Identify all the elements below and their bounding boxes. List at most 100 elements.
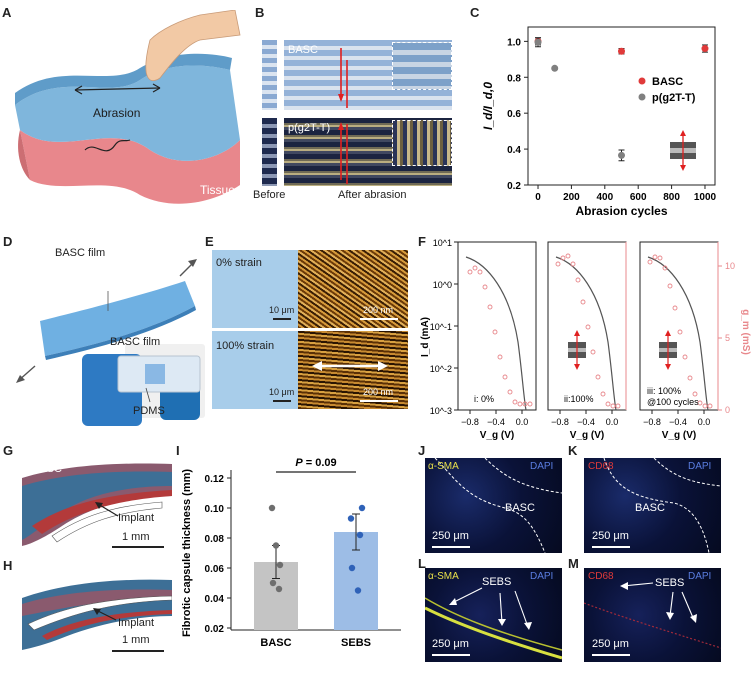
k-dapi: DAPI	[688, 461, 712, 472]
panel-label-l: L	[418, 556, 426, 571]
j-stain: α-SMA	[428, 461, 459, 472]
c-point-p2t	[618, 151, 625, 159]
f-ytick-3: 10^-2	[430, 364, 452, 374]
e-afm-100	[298, 331, 408, 409]
i-ytick-label: 0.04	[205, 594, 225, 605]
c-ytick-label: 0.8	[507, 73, 521, 84]
f-ytick-0: 10^1	[433, 238, 452, 248]
h-implant-label: Implant	[118, 617, 155, 629]
c-ytick-label: 1.0	[507, 37, 521, 48]
abrasion-arrows-b	[338, 48, 348, 184]
e-strain-arrow	[312, 361, 388, 371]
panel-label-d: D	[3, 234, 13, 249]
j-scale: 250 μm	[432, 530, 469, 542]
f-rtick-0: 10	[725, 261, 735, 271]
f-rtick-1: 5	[725, 333, 730, 343]
i-ytick-label: 0.10	[205, 504, 225, 515]
e-strain-100-label: 100% strain	[216, 340, 275, 352]
c-ytick-label: 0.4	[507, 145, 521, 156]
panel-label-b: B	[255, 5, 265, 20]
f-sub-3b: @100 cycles	[647, 397, 699, 407]
sd-icon-iii	[659, 330, 677, 370]
f-xt-1a: −0.8	[461, 417, 479, 427]
panel-label-g: G	[3, 443, 14, 458]
e-scalebar-1	[273, 318, 291, 320]
i-ytick-label: 0.08	[205, 534, 225, 545]
c-axes-frame	[527, 26, 716, 186]
i-point-basc	[276, 561, 284, 569]
chart-f: 10^1 10^0 10^-1 10^-2 10^-3 10 5 0 −0.8 …	[420, 238, 751, 441]
c-legend-marker	[638, 77, 646, 85]
i-point-sebs	[358, 504, 366, 512]
g-implant-arrow	[95, 502, 119, 517]
d-film-label-2: BASC film	[110, 336, 161, 348]
g-implant-label: Implant	[118, 512, 155, 524]
f-ylabel-left: I_d (mA)	[420, 317, 431, 357]
i-point-basc	[269, 579, 277, 587]
panel-label-k: K	[568, 443, 578, 458]
c-xtick-label: 800	[663, 192, 680, 203]
i-point-basc	[275, 585, 283, 593]
l-arrows	[449, 587, 532, 630]
fluor-m	[584, 568, 721, 662]
inset-basc	[392, 42, 452, 90]
g-material-label: BASC	[32, 463, 62, 475]
f-ytick-2: 10^-1	[430, 322, 452, 332]
inset-p2t	[392, 120, 452, 166]
c-xlabel: Abrasion cycles	[575, 204, 667, 218]
f-xt-2c: 0.0	[606, 417, 619, 427]
i-point-sebs	[354, 587, 362, 594]
chart-i: 0.02 0.04 0.06 0.08 0.10 0.12 Fibrotic capsule…	[181, 457, 401, 649]
c-xtick-label: 1000	[694, 192, 717, 203]
m-stain: CD68	[588, 571, 614, 582]
microscopy-before-p2t	[262, 118, 277, 186]
c-xtick-label: 600	[630, 192, 647, 203]
i-pvalue: P = 0.09	[295, 457, 336, 469]
i-pvalue-p: P	[295, 457, 303, 469]
l-material: SEBS	[482, 576, 512, 588]
b-before-label: Before	[253, 189, 286, 201]
c-point-basc	[618, 47, 625, 55]
c-point-basc	[701, 45, 709, 53]
panel-label-e: E	[205, 234, 214, 249]
b-basc-label: BASC	[288, 44, 318, 56]
microscopy-before-basc	[262, 40, 277, 110]
h-material-label: SEBS	[32, 575, 62, 587]
i-xtick-label: BASC	[260, 637, 291, 649]
tissue-label: Tissue	[200, 183, 235, 197]
e-sb2: 200 nm	[363, 305, 394, 315]
c-legend-label: p(g2T-T)	[652, 92, 696, 104]
b-p2t-label: p(g2T-T)	[288, 122, 331, 134]
c-legend-marker	[638, 93, 646, 101]
e-afm-0	[298, 250, 408, 328]
h-scale-label: 1 mm	[122, 634, 150, 646]
e-scalebar-2	[360, 318, 398, 320]
i-point-sebs	[347, 515, 355, 522]
f-xt-3c: 0.0	[698, 417, 711, 427]
f-ytick-1: 10^0	[433, 280, 452, 290]
i-point-basc	[272, 542, 280, 549]
k-scalebar	[592, 546, 630, 548]
l-dapi: DAPI	[530, 571, 554, 582]
m-material: SEBS	[655, 577, 685, 589]
f-xt-2b: −0.4	[577, 417, 595, 427]
h-implant-arrow	[93, 608, 117, 621]
j-material: BASC	[505, 502, 535, 514]
c-ylabel: I_d/I_d,0	[481, 82, 495, 130]
f-xt-1b: −0.4	[487, 417, 505, 427]
c-icon-arrowhead	[680, 165, 686, 171]
chart-c: 0 200 400 600 800 1000 0.2 0.4 0.6 0.8 1.0 Abrasion…	[481, 26, 717, 218]
panel-a-illustration	[15, 10, 241, 204]
f-ylabel-right: g_m (mS)	[740, 309, 751, 355]
j-scalebar	[432, 546, 470, 548]
l-scale: 250 μm	[432, 638, 469, 650]
panel-label-a: A	[2, 5, 12, 20]
e-optical-0	[212, 250, 298, 328]
d-pdms-label: PDMS	[133, 405, 165, 417]
m-scale: 250 μm	[592, 638, 629, 650]
h-scalebar	[112, 650, 164, 652]
f-xt-1c: 0.0	[516, 417, 529, 427]
fluor-j	[425, 458, 562, 553]
panel-d-illustration	[16, 259, 205, 426]
c-legend-label: BASC	[652, 76, 683, 88]
